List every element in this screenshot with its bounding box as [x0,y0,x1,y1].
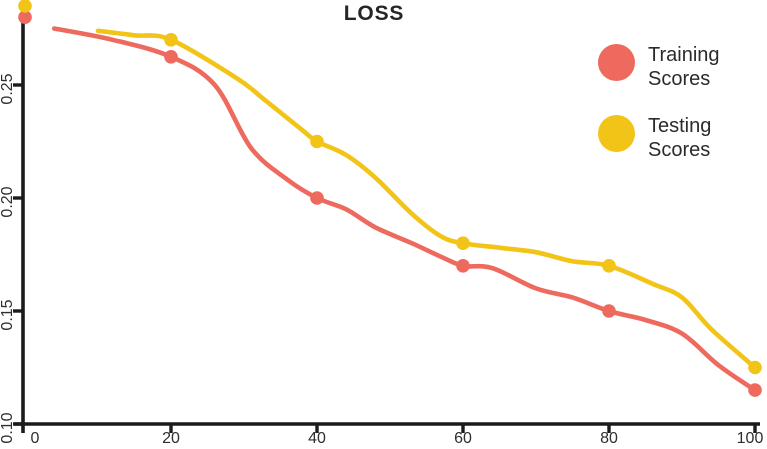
testing-swatch-icon [598,115,635,152]
legend-label-line: Testing [648,115,712,137]
testing-curve [95,28,758,370]
testing-marker [456,236,470,250]
y-tick-label: 0.10 [0,412,16,443]
y-tick-label: 0.25 [0,73,16,104]
x-tick-label: 60 [454,430,472,447]
legend: Training Scores Testing Scores [598,43,720,185]
training-swatch-icon [598,44,635,81]
legend-label-testing: Testing Scores [648,114,711,162]
y-tick-label: 0.15 [0,299,16,330]
x-tick-label: 0 [31,430,40,447]
training-curve [51,26,758,393]
testing-marker [602,259,616,273]
y-tick-label: 0.20 [0,186,16,217]
training-marker [602,304,616,318]
training-marker [748,383,762,397]
legend-label-line: Scores [648,68,711,90]
testing-marker [164,33,178,47]
testing-marker [748,360,762,375]
x-tick-label: 80 [600,430,618,447]
legend-item-training: Training Scores [598,43,720,91]
legend-label-line: Scores [648,139,711,161]
legend-item-testing: Testing Scores [598,114,720,162]
testing-marker [18,0,32,13]
training-marker [164,50,178,64]
training-marker [18,10,32,24]
training-marker [310,191,324,205]
training-marker [456,259,470,273]
legend-label-line: Training [648,44,720,66]
legend-label-training: Training Scores [648,43,720,91]
x-tick-label: 100 [737,430,764,447]
x-tick-label: 20 [162,430,180,447]
chart-title: LOSS [343,2,405,25]
testing-marker [310,134,324,149]
x-tick-label: 40 [308,430,326,447]
